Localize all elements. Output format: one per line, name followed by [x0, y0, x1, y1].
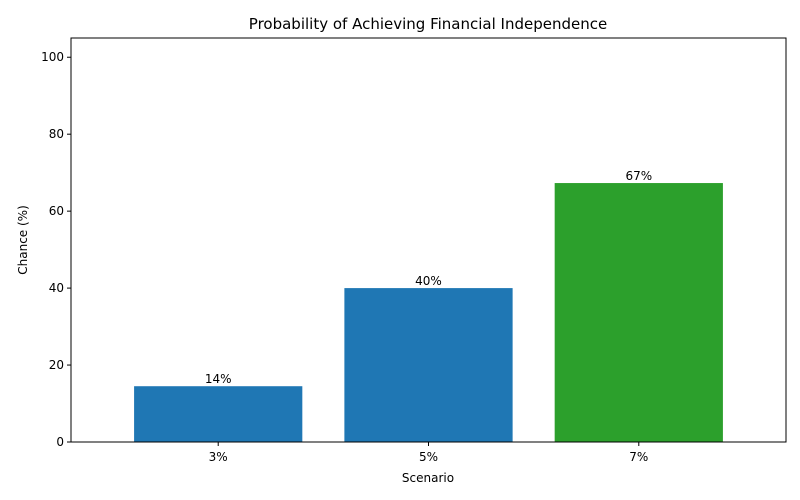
- bar-1: [344, 288, 513, 442]
- y-axis-label: Chance (%): [16, 205, 30, 275]
- x-tick-label-1: 5%: [419, 450, 438, 464]
- bar-0: [134, 386, 303, 442]
- data-labels-group: 14% 40% 67%: [205, 169, 652, 386]
- chart-title: Probability of Achieving Financial Indep…: [249, 15, 607, 33]
- bars-group: [134, 183, 723, 442]
- x-axis-ticks: 3% 5% 7%: [209, 442, 648, 464]
- y-tick-label-1: 20: [49, 358, 64, 372]
- x-axis-label: Scenario: [402, 471, 454, 485]
- y-tick-label-5: 100: [41, 50, 64, 64]
- plot-frame: [70, 37, 787, 443]
- x-tick-label-0: 3%: [209, 450, 228, 464]
- y-tick-label-4: 80: [49, 127, 64, 141]
- y-tick-label-2: 40: [49, 281, 64, 295]
- plot-area: 14% 40% 67% 0 20 40 60 80 100 3% 5% 7%: [41, 37, 787, 464]
- data-label-2: 67%: [625, 169, 652, 183]
- bar-2: [554, 183, 723, 442]
- data-label-0: 14%: [205, 372, 232, 386]
- x-tick-label-2: 7%: [629, 450, 648, 464]
- y-axis-ticks: 0 20 40 60 80 100: [41, 50, 71, 449]
- data-label-1: 40%: [415, 274, 442, 288]
- y-tick-label-0: 0: [56, 435, 64, 449]
- y-tick-label-3: 60: [49, 204, 64, 218]
